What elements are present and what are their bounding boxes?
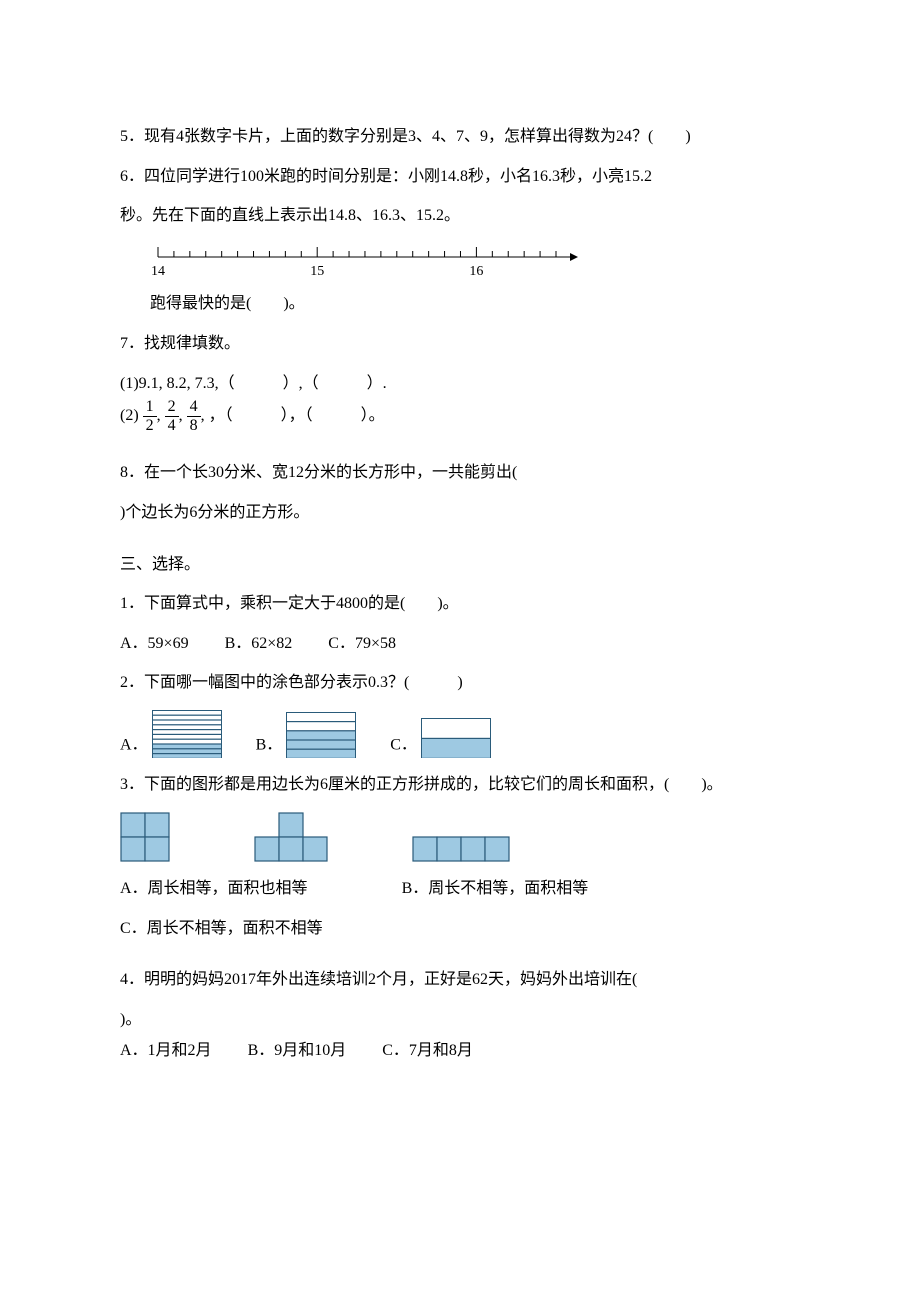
q7-title: 7．找规律填数。 (120, 331, 800, 357)
mc2-fig-c: C． (390, 718, 491, 758)
numberline: 14 15 16 (150, 243, 580, 283)
svg-text:16: 16 (469, 264, 483, 279)
mc1-options: A．59×69 B．62×82 C．79×58 (120, 631, 800, 657)
mc3-opt-c: C．周长不相等，面积不相等 (120, 916, 323, 942)
mc3-fig2 (254, 812, 328, 871)
mc4-line2: )。 (120, 1007, 800, 1033)
mc3-options-row2: C．周长不相等，面积不相等 (120, 916, 800, 942)
mc4-opt-c: C．7月和8月 (382, 1038, 473, 1064)
mc1-opt-c: C．79×58 (328, 631, 396, 657)
mc4-opt-a: A．1月和2月 (120, 1038, 212, 1064)
svg-text:15: 15 (310, 264, 324, 279)
q7-fractions: 12, 24, 48, (143, 407, 209, 424)
mc3-options-row1: A．周长相等，面积也相等 B．周长不相等，面积相等 (120, 876, 800, 902)
q8-line2: )个边长为6分米的正方形。 (120, 500, 800, 526)
q7-p2: (2) 12, 24, 48, ，（ ），（ ）。 (120, 398, 800, 434)
mc1-opt-b: B．62×82 (225, 631, 293, 657)
section-title: 三、选择。 (120, 552, 800, 578)
q5-text: 5．现有4张数字卡片，上面的数字分别是3、4、7、9，怎样算出得数为24？( ) (120, 128, 691, 145)
numberline-wrap: 14 15 16 (150, 243, 800, 292)
mc3-svg-3 (412, 836, 510, 862)
svg-text:14: 14 (151, 264, 165, 279)
q6-line2: 秒。先在下面的直线上表示出14.8、16.3、15.2。 (120, 203, 800, 229)
mc3-svg-1 (120, 812, 170, 862)
q6-fastest: 跑得最快的是( )。 (150, 291, 800, 317)
mc2-fig-a: A． (120, 710, 222, 758)
mc2-svg-c (421, 718, 491, 758)
mc2-fig-b: B． (256, 712, 357, 758)
mc3-fig3 (412, 836, 510, 871)
mc2-svg-b (286, 712, 356, 758)
q7-p2-prefix: (2) (120, 407, 139, 424)
q6-line1: 6．四位同学进行100米跑的时间分别是：小刚14.8秒，小名16.3秒，小亮15… (120, 164, 800, 190)
mc4-line1: 4．明明的妈妈2017年外出连续培训2个月，正好是62天，妈妈外出培训在( (120, 967, 800, 993)
mc1-stem: 1．下面算式中，乘积一定大于4800的是( )。 (120, 591, 800, 617)
q7-p1: (1)9.1, 8.2, 7.3,（ ）,（ ）. (120, 371, 800, 397)
mc3-fig1 (120, 812, 170, 871)
mc3-figures (120, 812, 800, 871)
mc1-opt-a: A．59×69 (120, 631, 189, 657)
q7-p2-suffix: ，（ ），（ ）。 (209, 407, 385, 424)
mc3-svg-2 (254, 812, 328, 862)
mc4-opt-b: B．9月和10月 (248, 1038, 347, 1064)
mc2-label-c: C． (390, 736, 417, 753)
mc3-stem: 3．下面的图形都是用边长为6厘米的正方形拼成的，比较它们的周长和面积，( )。 (120, 772, 800, 798)
mc3-opt-b: B．周长不相等，面积相等 (402, 876, 589, 902)
q8-line1: 8．在一个长30分米、宽12分米的长方形中，一共能剪出( (120, 460, 800, 486)
mc2-label-b: B． (256, 736, 283, 753)
mc3-opt-a: A．周长相等，面积也相等 (120, 876, 308, 902)
mc2-svg-a (152, 710, 222, 758)
mc2-label-a: A． (120, 736, 148, 753)
mc4-options: A．1月和2月 B．9月和10月 C．7月和8月 (120, 1038, 800, 1064)
mc2-figures: A． B． C． (120, 710, 800, 758)
mc2-stem: 2．下面哪一幅图中的涂色部分表示0.3？( ) (120, 670, 800, 696)
q5: 5．现有4张数字卡片，上面的数字分别是3、4、7、9，怎样算出得数为24？( ) (120, 124, 800, 150)
